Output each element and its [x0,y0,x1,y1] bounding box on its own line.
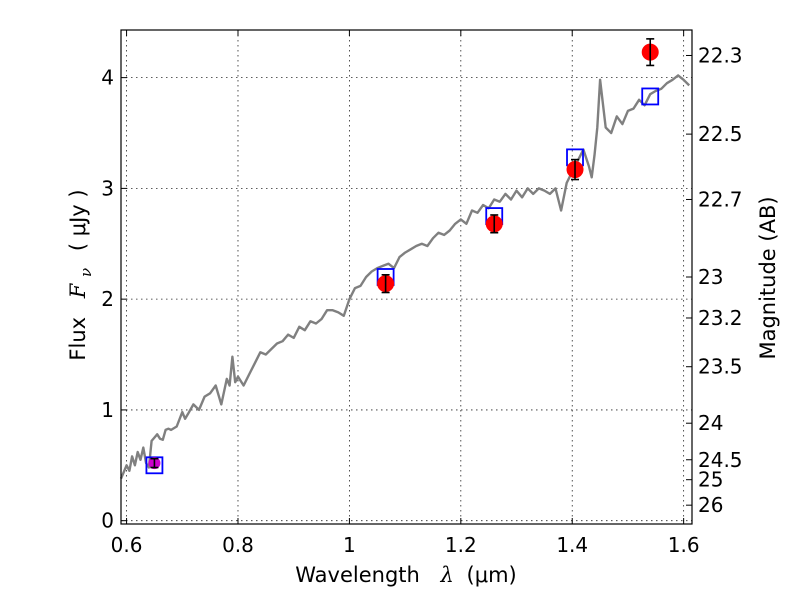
y-tick-label: 0 [101,509,114,533]
x-tick-label: 1.4 [556,533,588,557]
grid-lines [121,30,692,524]
y2-tick-label: 23.5 [698,355,743,379]
y2-tick-label: 22.5 [698,122,743,146]
x-tick-label: 1.2 [445,533,477,557]
y-tick-label: 2 [101,287,114,311]
axis-ticks: 0.6 0.8 1 1.2 1.4 1.60123422.322.522.72323.22… [101,30,743,557]
spectrum-line [119,74,691,480]
x-axis-label: Wavelength [295,563,420,587]
y2-tick-label: 24.5 [698,448,743,472]
y2-axis-title: Magnitude (AB) [756,196,780,359]
plot-frame [120,29,693,525]
x-axis-title: Wavelength λ (μm) [295,563,516,587]
model-photometry-square [641,87,660,106]
y2-tick-label: 24 [698,411,723,435]
y2-tick-label: 25 [698,468,723,492]
y-axis-label: Flux [66,317,90,361]
y2-tick-label: 23 [698,265,723,289]
x-tick-label: 0.6 [111,533,143,557]
x-axis-unit: (μm) [467,563,517,587]
data-series [119,38,691,480]
y2-tick-label: 22.3 [698,43,743,67]
y-tick-label: 3 [101,176,114,200]
y2-tick-label: 23.2 [698,306,743,330]
y2-tick-label: 22.7 [698,187,743,211]
x-axis-symbol: λ [440,563,454,587]
y-axis-title: Flux F ν ( μJy ) [66,189,96,360]
y-tick-label: 1 [101,398,114,422]
y-axis-unit: ( μJy ) [66,189,90,251]
y-axis-symbol: F [66,282,90,299]
x-tick-label: 1 [343,533,356,557]
y-axis-subscript: ν [77,268,95,277]
x-tick-label: 0.8 [222,533,254,557]
x-tick-label: 1.6 [668,533,700,557]
y-tick-label: 4 [101,66,114,90]
y2-tick-label: 26 [698,493,723,517]
